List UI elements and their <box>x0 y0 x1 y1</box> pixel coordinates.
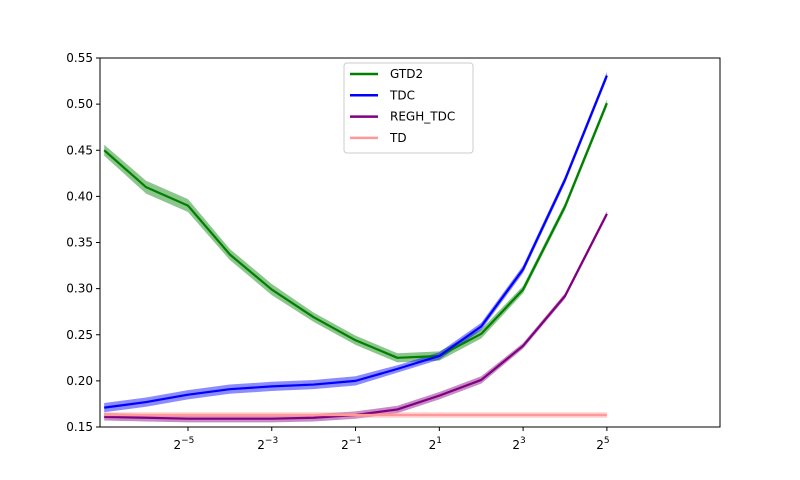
legend: GTD2 TDC REGH_TDC TD <box>343 62 474 154</box>
y-tick-label: 0.35 <box>66 236 93 250</box>
y-axis: 0.15 0.20 0.25 0.30 0.35 0.40 0.45 0.50 0.55 <box>66 51 100 434</box>
gtd2-error-band <box>104 99 607 363</box>
y-tick-label: 0.20 <box>66 374 93 388</box>
y-tick-label: 0.15 <box>66 420 93 434</box>
x-tick-label: 2−3 <box>257 436 278 452</box>
y-tick-label: 0.25 <box>66 328 93 342</box>
legend-label-gtd2: GTD2 <box>390 67 423 81</box>
tdc-line <box>104 75 608 409</box>
y-tick-label: 0.50 <box>66 97 93 111</box>
x-axis: 2−5 2−3 2−1 21 23 25 <box>174 427 610 452</box>
x-tick-label: 21 <box>429 436 442 452</box>
x-tick-label: 2−1 <box>341 436 362 452</box>
gtd2-line <box>103 102 608 359</box>
series-lines <box>103 75 608 420</box>
legend-label-tdc: TDC <box>389 88 415 102</box>
legend-label-regh-tdc: REGH_TDC <box>390 110 455 124</box>
y-tick-label: 0.30 <box>66 282 93 296</box>
x-tick-label: 2−5 <box>174 436 195 452</box>
y-tick-label: 0.40 <box>66 189 93 203</box>
x-tick-label: 25 <box>596 436 609 452</box>
x-tick-label: 23 <box>512 436 525 452</box>
y-tick-label: 0.55 <box>66 51 93 65</box>
y-tick-label: 0.45 <box>66 143 93 157</box>
legend-label-td: TD <box>389 131 407 145</box>
legend-box <box>343 62 474 154</box>
